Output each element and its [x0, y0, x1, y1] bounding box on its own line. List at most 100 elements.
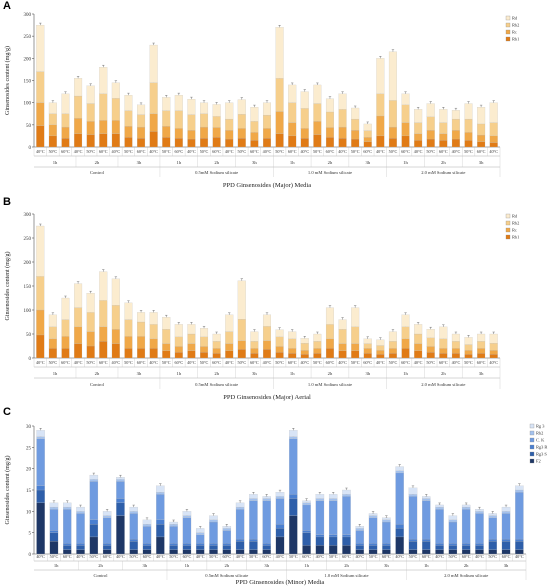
bar-segment	[174, 346, 183, 353]
x-tick-label: 50°C	[313, 149, 322, 154]
bar-segment	[302, 500, 311, 503]
bar-segment	[250, 106, 259, 122]
x-tick-label: 60°C	[477, 360, 486, 365]
bar-segment	[395, 472, 404, 525]
bar-segment	[313, 341, 322, 349]
bar-segment	[237, 99, 246, 115]
bar-segment	[142, 526, 152, 544]
bar-segment	[102, 545, 112, 550]
y-axis-label: Ginsenosides content (mg/g)	[4, 456, 11, 525]
bar-segment	[200, 138, 209, 148]
bar-segment	[501, 506, 511, 512]
bar-segment	[363, 343, 372, 349]
bar-segment	[36, 430, 45, 437]
bar-segment	[209, 521, 218, 544]
bar-segment	[368, 515, 378, 518]
x-tick-label: 50°C	[351, 360, 360, 365]
bar-segment	[439, 338, 448, 349]
x-tick-label: 50°C	[464, 360, 473, 365]
bar-segment	[401, 348, 410, 359]
bar-segment	[212, 348, 221, 354]
bar-segment	[408, 487, 418, 495]
bar-segment	[169, 545, 178, 550]
bar-segment	[250, 331, 259, 342]
bar-segment	[439, 140, 448, 148]
bar-segment	[388, 353, 397, 359]
bar-segment	[422, 500, 431, 540]
x-tick-label: 50°C	[169, 554, 178, 559]
bar-segment	[414, 140, 423, 148]
bar-segment	[464, 140, 473, 148]
bar-segment	[63, 543, 72, 546]
y-tick-label: 200	[24, 261, 32, 266]
bar-segment	[169, 526, 178, 544]
bar-segment	[275, 536, 285, 555]
bar-segment	[300, 343, 309, 351]
bar-segment	[129, 538, 138, 542]
x-tick-label: 60°C	[401, 360, 410, 365]
bar-segment	[61, 138, 70, 148]
group-label: Control	[90, 170, 105, 175]
bar-segment	[328, 500, 338, 535]
bar-segment	[235, 538, 245, 542]
bar-segment	[477, 333, 486, 342]
bar-segment	[464, 337, 473, 345]
x-tick-label: 50°C	[209, 554, 218, 559]
bar-segment	[368, 513, 378, 516]
bar-segment	[461, 506, 471, 510]
bar-segment	[376, 135, 385, 148]
bar-segment	[382, 545, 391, 550]
bar-segment	[351, 130, 360, 140]
bar-segment	[300, 128, 309, 139]
bar-segment	[86, 103, 95, 122]
y-tick-label: 30	[26, 425, 32, 430]
legend-label: C. K	[536, 438, 545, 443]
y-tick-label: 250	[24, 35, 32, 40]
bar-segment	[200, 328, 209, 337]
bar-segment	[313, 121, 322, 135]
x-tick-label: 60°C	[99, 360, 108, 365]
bar-segment	[368, 543, 378, 546]
y-tick-label: 250	[24, 237, 32, 242]
bar-segment	[137, 348, 146, 359]
bar-segment	[382, 519, 391, 523]
bar-segment	[162, 343, 171, 351]
bar-segment	[288, 84, 297, 103]
y-tick-label: 100	[24, 102, 32, 107]
bar-segment	[149, 312, 158, 325]
panel-letter-c: C	[3, 406, 11, 418]
bar-segment	[48, 338, 57, 349]
bar-segment	[477, 348, 486, 354]
group-label: 2.0 mM Sodium silicate	[421, 382, 465, 387]
bar-segment	[325, 137, 334, 148]
x-tick-label: 60°C	[250, 149, 259, 154]
x-tick-label: 60°C	[288, 149, 297, 154]
time-label: 1h	[403, 371, 408, 376]
legend-swatch	[529, 444, 535, 450]
x-tick-label: 40°C	[225, 360, 234, 365]
bar-segment	[275, 524, 285, 529]
x-tick-label: 40°C	[196, 554, 205, 559]
bar-segment	[225, 118, 234, 131]
x-tick-label: 60°C	[212, 149, 221, 154]
bar-segment	[49, 541, 59, 555]
bar-segment	[235, 506, 245, 510]
time-label: 2h	[328, 371, 333, 376]
y-tick-label: 15	[26, 489, 32, 494]
bar-segment	[169, 524, 178, 527]
bar-segment	[235, 502, 245, 508]
x-tick-label: 60°C	[137, 360, 146, 365]
bar-segment	[74, 343, 83, 359]
bar-segment	[237, 349, 246, 359]
bar-segment	[426, 116, 435, 131]
bar-segment	[212, 353, 221, 359]
bar-segment	[289, 515, 298, 555]
bar-segment	[187, 324, 196, 335]
bar-segment	[464, 350, 473, 355]
legend-label: Rd	[512, 16, 518, 21]
x-tick-label: 60°C	[61, 360, 70, 365]
x-tick-label: 50°C	[50, 554, 59, 559]
bar-segment	[129, 541, 138, 550]
bar-segment	[338, 126, 347, 139]
bar-segment	[61, 336, 70, 349]
